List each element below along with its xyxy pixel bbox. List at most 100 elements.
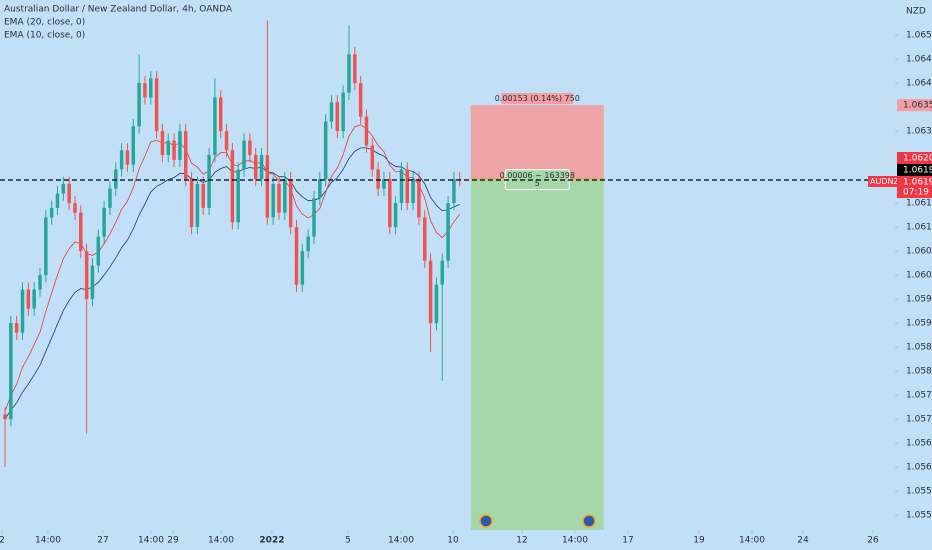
y-tick-label: 1.05850 [906,343,932,353]
candle-body [230,150,235,223]
candle-body [318,179,322,199]
candle-body [347,54,351,93]
candle-body [423,217,427,261]
candle-body [428,260,433,324]
y-tick-label: 1.06300 [906,127,932,137]
x-tick-label: 14:00 [388,536,414,546]
candle-body [446,203,450,261]
x-tick-label: 29 [167,536,179,546]
x-tick-label: 19 [693,536,705,546]
candle-body [84,251,89,300]
candle-body [259,155,264,180]
y-tick-label: 1.05700 [906,415,932,425]
symbol-label: AUDNZD [870,177,905,186]
candle-body [26,289,31,309]
candle-body [67,183,71,204]
candle-body [312,198,316,237]
candle-body [207,155,211,208]
candle-body [14,323,19,333]
candle-body [172,140,176,160]
x-tick-label: 14:00 [562,536,588,546]
entry-label: 0.00006 ~ 163398 [500,171,575,180]
candle-body [32,289,36,309]
x-tick-label: 10 [447,536,459,546]
candle-body [265,155,270,218]
y-tick-label: 1.06100 [906,223,932,233]
candle-body [242,140,246,170]
candle-body [213,97,217,156]
candle-body [131,126,136,165]
candle-body [38,275,42,290]
legend-entry: EMA (10, close, 0) [4,31,85,41]
candle-body [201,183,205,208]
candle-body [119,150,124,170]
candle-body [382,179,386,189]
countdown-label: 07:19 [903,188,929,198]
candle-body [393,203,398,228]
candle-body [79,212,83,252]
last-price-label-box [897,164,932,177]
candle-body [306,236,310,252]
candle-body [376,169,380,189]
candle-body [288,179,293,228]
candle-body [108,188,112,208]
candle-body [114,169,118,189]
candle-body [178,131,182,160]
candle-body [329,102,334,122]
y-tick-label: 1.05600 [906,463,932,473]
candle-body [149,78,153,98]
candle-body [294,227,299,285]
candle-body [73,203,77,213]
stop-label: 0.00153 (0.14%) 750 [495,94,580,103]
x-tick-label: 24 [797,536,809,546]
currency-label: NZD [906,7,926,17]
candle-body [353,54,357,84]
candle-body [358,83,363,117]
x-tick-label: 14:00 [35,536,61,546]
bid-label: 1.06195 [903,178,932,188]
y-tick-label: 1.05550 [906,487,932,497]
candle-body [90,265,95,300]
stop-label-box [501,93,574,105]
y-tick-label: 1.05800 [906,367,932,377]
candle-body [183,131,188,180]
candle-body [195,183,200,228]
candle-body [271,183,275,218]
candle-body [364,116,369,146]
candle-body [20,289,25,333]
candle-body [452,179,456,204]
x-tick-label: 14:00 [739,536,765,546]
x-tick-label: 12 [516,536,527,546]
event-icon[interactable] [582,514,596,528]
candle-body [154,78,159,132]
y-tick-label: 1.05750 [906,391,932,401]
x-tick-label: 14:00 [138,536,164,546]
candle-body [96,236,101,266]
stop-price-label-box [897,99,932,112]
symbol-box [868,176,897,188]
y-tick-label: 1.05950 [906,295,932,305]
candle-body [137,83,141,127]
candle-body [335,102,340,132]
candle-body [440,260,445,285]
candle-body [411,179,415,204]
target-zone [470,178,604,530]
candle-body [370,145,375,170]
candle-body [399,169,404,204]
y-tick-label: 1.06500 [906,31,932,41]
candle-body [102,207,106,237]
candle-body [300,251,305,285]
y-tick-label: 1.06150 [906,199,932,209]
candle-body [283,179,287,213]
candle-body [55,193,60,208]
candle-body [9,323,13,420]
candle-body [125,150,130,165]
event-icon[interactable] [479,514,493,528]
candle-body [143,83,147,98]
y-tick-label: 1.06000 [906,271,932,281]
y-tick-label: 1.05900 [906,319,932,329]
candle-body [160,131,165,156]
